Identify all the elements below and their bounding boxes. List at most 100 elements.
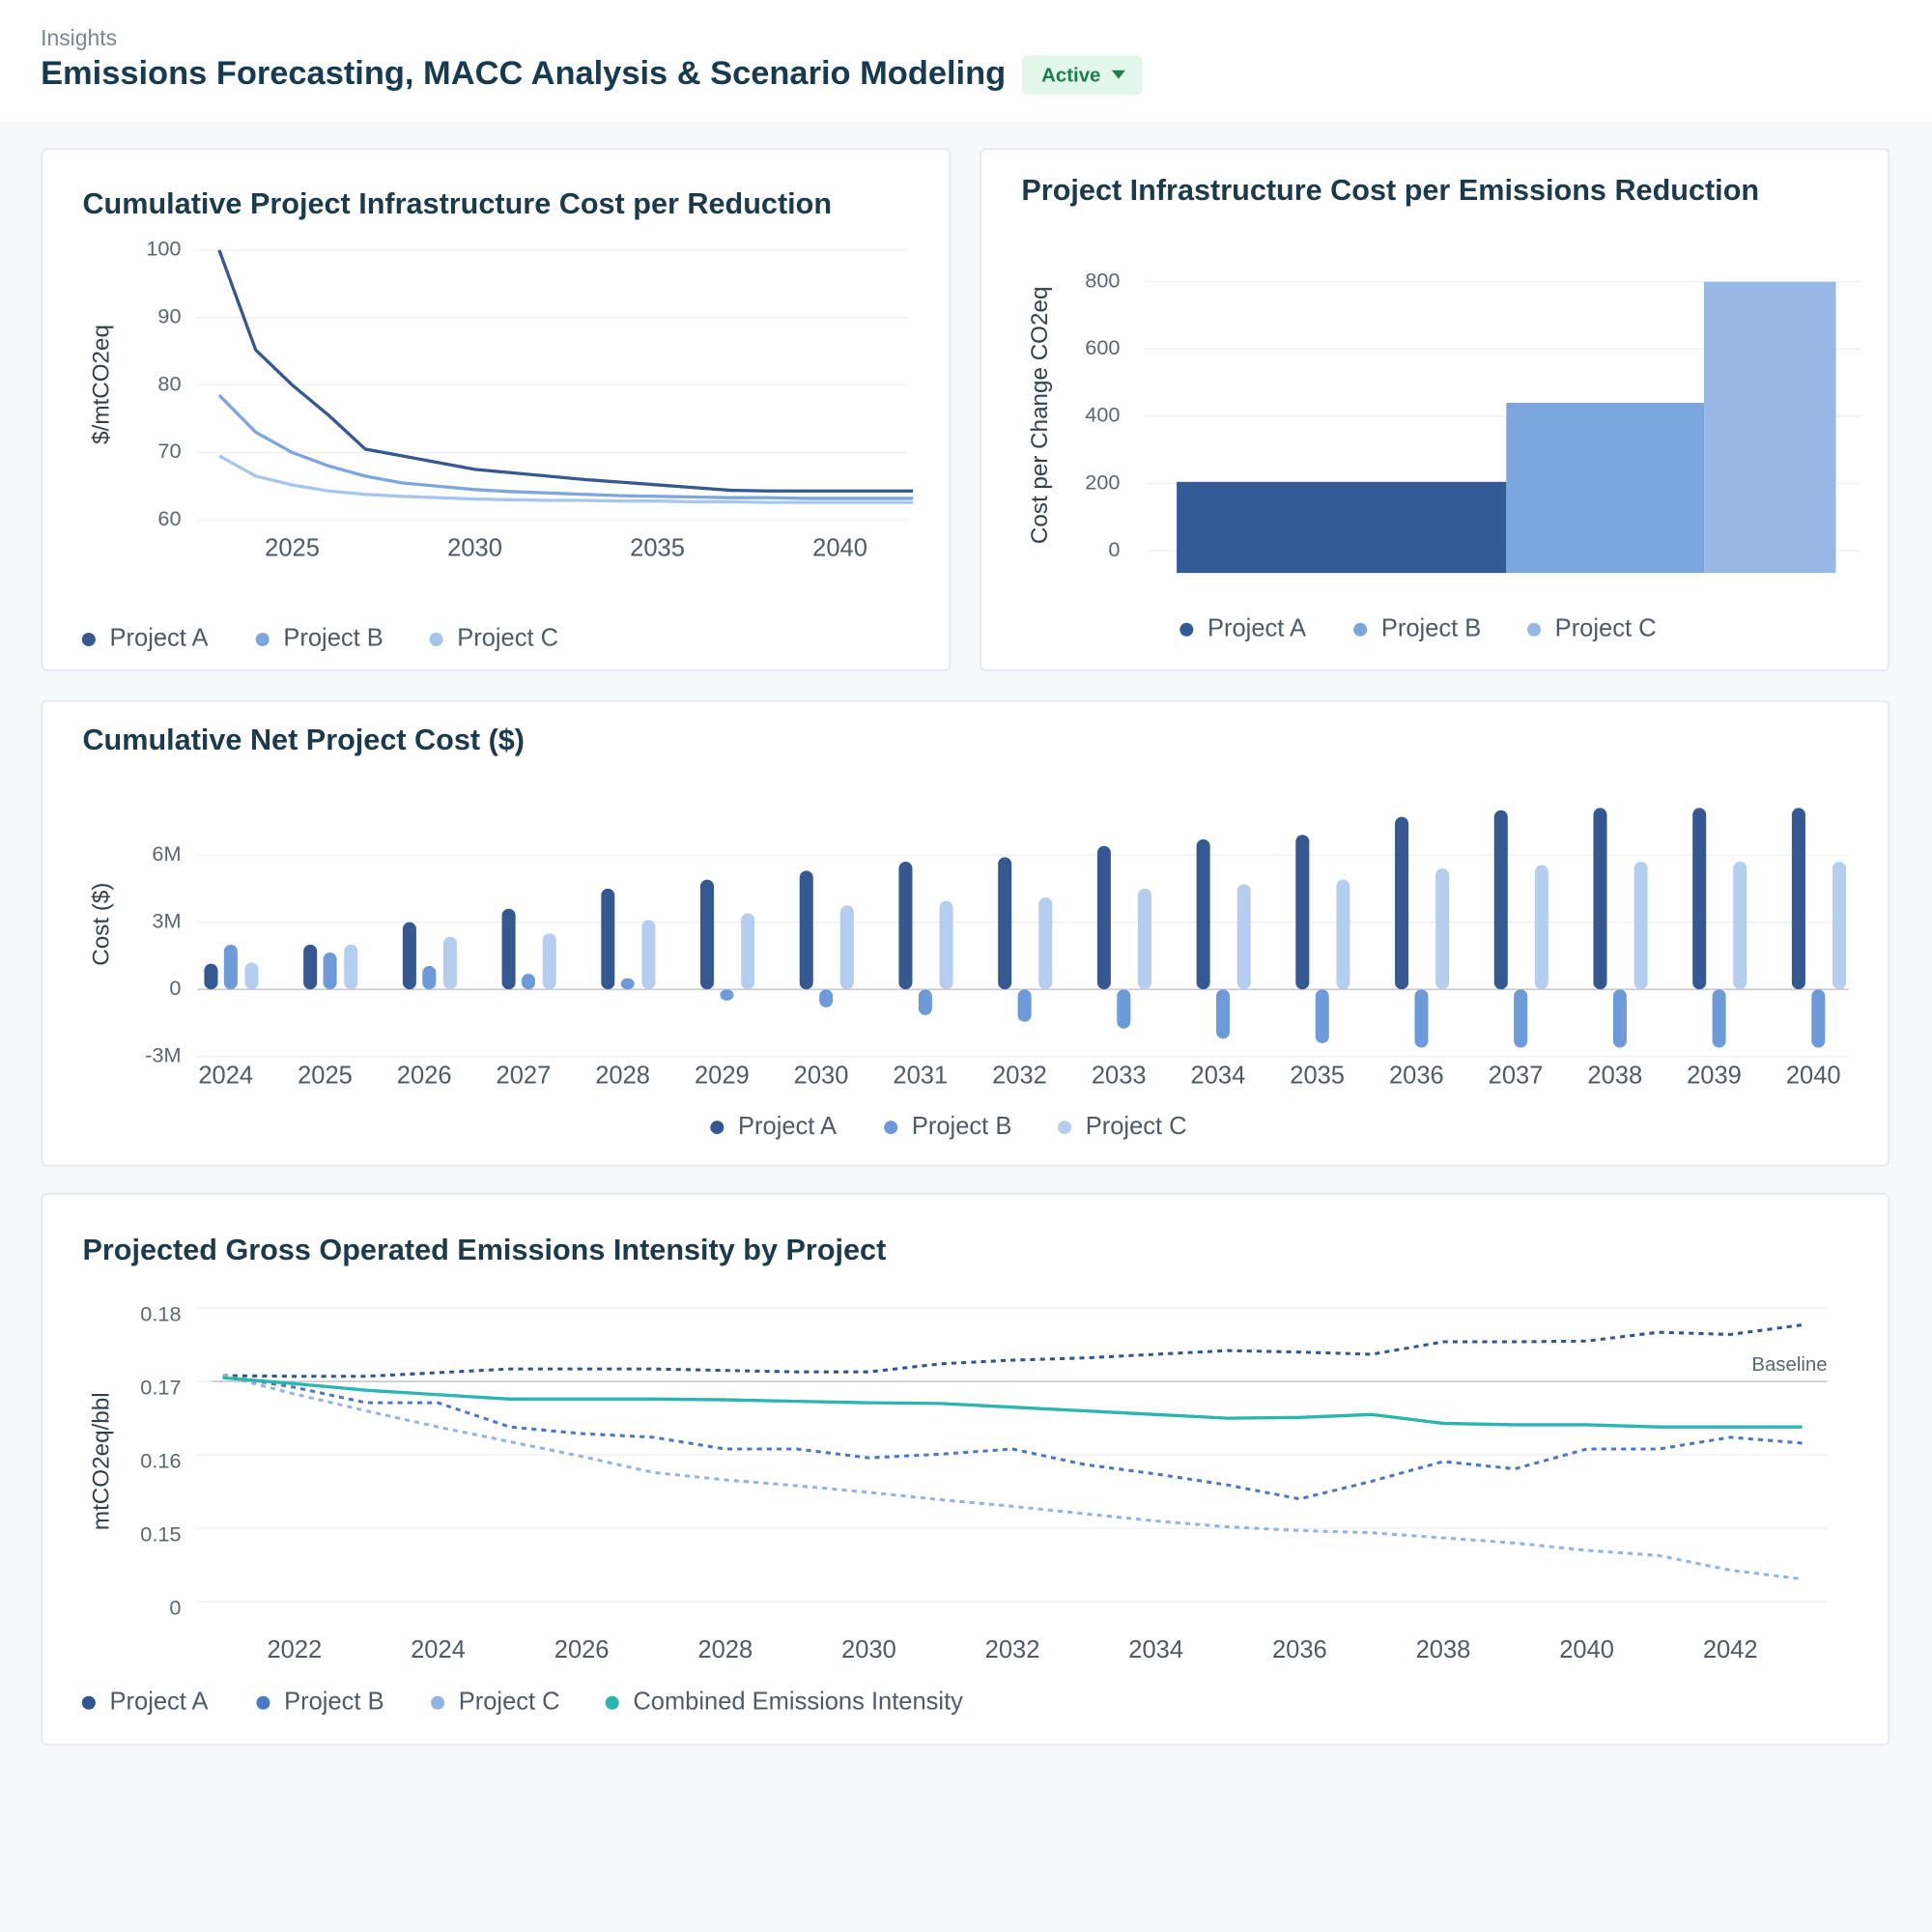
bar [839, 905, 854, 990]
y-axis-label: Cost per Change CO2eq [1027, 287, 1053, 545]
y-tick-label: 800 [1085, 268, 1120, 292]
y-tick-label: 0.16 [140, 1448, 181, 1472]
legend-label: Project A [1208, 615, 1306, 642]
legend-swatch [1526, 622, 1542, 637]
legend-label: Project C [1086, 1113, 1187, 1140]
y-tick-label: 400 [1085, 403, 1120, 427]
x-tick-label: 2040 [812, 535, 867, 562]
y-axis-label: $/mtCO2eq [88, 325, 114, 444]
series-line [218, 454, 914, 504]
status-badge[interactable]: Active [1021, 55, 1143, 96]
x-tick-label: 2040 [1559, 1636, 1614, 1663]
bar [344, 944, 358, 990]
series-line [217, 393, 914, 500]
bar [542, 933, 556, 990]
x-tick-label: 2035 [630, 535, 685, 562]
chart-title: Projected Gross Operated Emissions Inten… [82, 1234, 886, 1266]
bar [1712, 989, 1726, 1048]
legend-swatch [884, 1121, 898, 1135]
x-tick-label: 2032 [992, 1063, 1047, 1090]
y-tick-label: 100 [146, 237, 181, 261]
legend-label: Project C [457, 625, 558, 652]
bar [1832, 862, 1847, 990]
bar [620, 978, 635, 990]
x-tick-label: 2028 [595, 1063, 650, 1090]
x-tick-label: 2031 [893, 1063, 948, 1090]
series-line [217, 249, 914, 493]
bar [1704, 281, 1836, 574]
x-tick-label: 2026 [554, 1636, 610, 1663]
bar [1017, 989, 1032, 1022]
bar [1506, 403, 1705, 574]
card [41, 148, 952, 671]
x-tick-label: 2036 [1272, 1636, 1327, 1663]
series-line [222, 1323, 1803, 1378]
legend-swatch [710, 1121, 724, 1135]
bar [819, 989, 834, 1008]
chart-title: Cumulative Project Infrastructure Cost p… [82, 187, 832, 220]
y-tick-label: 60 [157, 506, 181, 530]
bar [442, 936, 457, 990]
x-tick-label: 2026 [397, 1063, 452, 1090]
y-tick-label: 3M [152, 908, 181, 932]
bar [1493, 810, 1508, 990]
x-tick-label: 2034 [1128, 1636, 1183, 1663]
bar [998, 857, 1012, 990]
bar [799, 870, 813, 990]
legend-label: Project B [1381, 615, 1481, 642]
x-tick-label: 2033 [1092, 1063, 1147, 1090]
x-tick-label: 2036 [1389, 1063, 1444, 1090]
bar [1514, 989, 1528, 1048]
card [41, 1193, 1890, 1746]
legend-swatch [1353, 622, 1368, 637]
legend-swatch [1058, 1121, 1072, 1135]
x-tick-label: 2042 [1703, 1636, 1758, 1663]
bar [1177, 481, 1507, 574]
legend-label: Project B [912, 1113, 1011, 1140]
x-tick-label: 2024 [198, 1063, 253, 1090]
badge-bg [1021, 55, 1143, 96]
legend-swatch [605, 1695, 619, 1710]
series-line [222, 1374, 1803, 1581]
bar [939, 900, 953, 990]
reference-label: Baseline [1751, 1354, 1827, 1376]
x-tick-label: 2025 [298, 1063, 353, 1090]
legend-swatch [81, 1695, 96, 1710]
bar [641, 920, 656, 990]
y-tick-label: 0.18 [140, 1301, 181, 1325]
breadcrumb[interactable]: Insights [41, 25, 117, 50]
y-axis-label: Cost ($) [88, 883, 114, 966]
y-tick-label: 80 [157, 371, 181, 395]
bar [521, 974, 536, 990]
x-tick-label: 2030 [447, 535, 502, 562]
x-tick-label: 2038 [1587, 1063, 1642, 1090]
bar [601, 888, 615, 990]
bar [1692, 808, 1707, 990]
bar [244, 962, 259, 990]
legend-swatch [256, 1695, 270, 1710]
bar [1634, 862, 1648, 990]
legend-swatch [81, 632, 96, 647]
bar [1612, 989, 1627, 1048]
bar [1117, 989, 1131, 1029]
bar [422, 965, 437, 990]
legend-label: Project C [459, 1688, 560, 1715]
legend-swatch [429, 632, 443, 647]
y-tick-label: 90 [157, 303, 181, 327]
legend-label: Project A [738, 1113, 837, 1140]
y-tick-label: 6M [152, 841, 181, 866]
bar [1395, 816, 1409, 990]
y-axis-label: mtCO2eq/bbl [88, 1392, 114, 1530]
bar [1593, 808, 1607, 990]
bar [1295, 835, 1310, 990]
page-title: Emissions Forecasting, MACC Analysis & S… [41, 55, 1006, 92]
bar [1791, 808, 1805, 990]
badge-caret [1111, 70, 1125, 79]
legend-label: Project A [110, 1688, 209, 1715]
y-tick-label: 0 [169, 1596, 181, 1620]
x-tick-label: 2029 [695, 1063, 750, 1090]
bar [1236, 884, 1251, 990]
bar [1336, 879, 1350, 990]
